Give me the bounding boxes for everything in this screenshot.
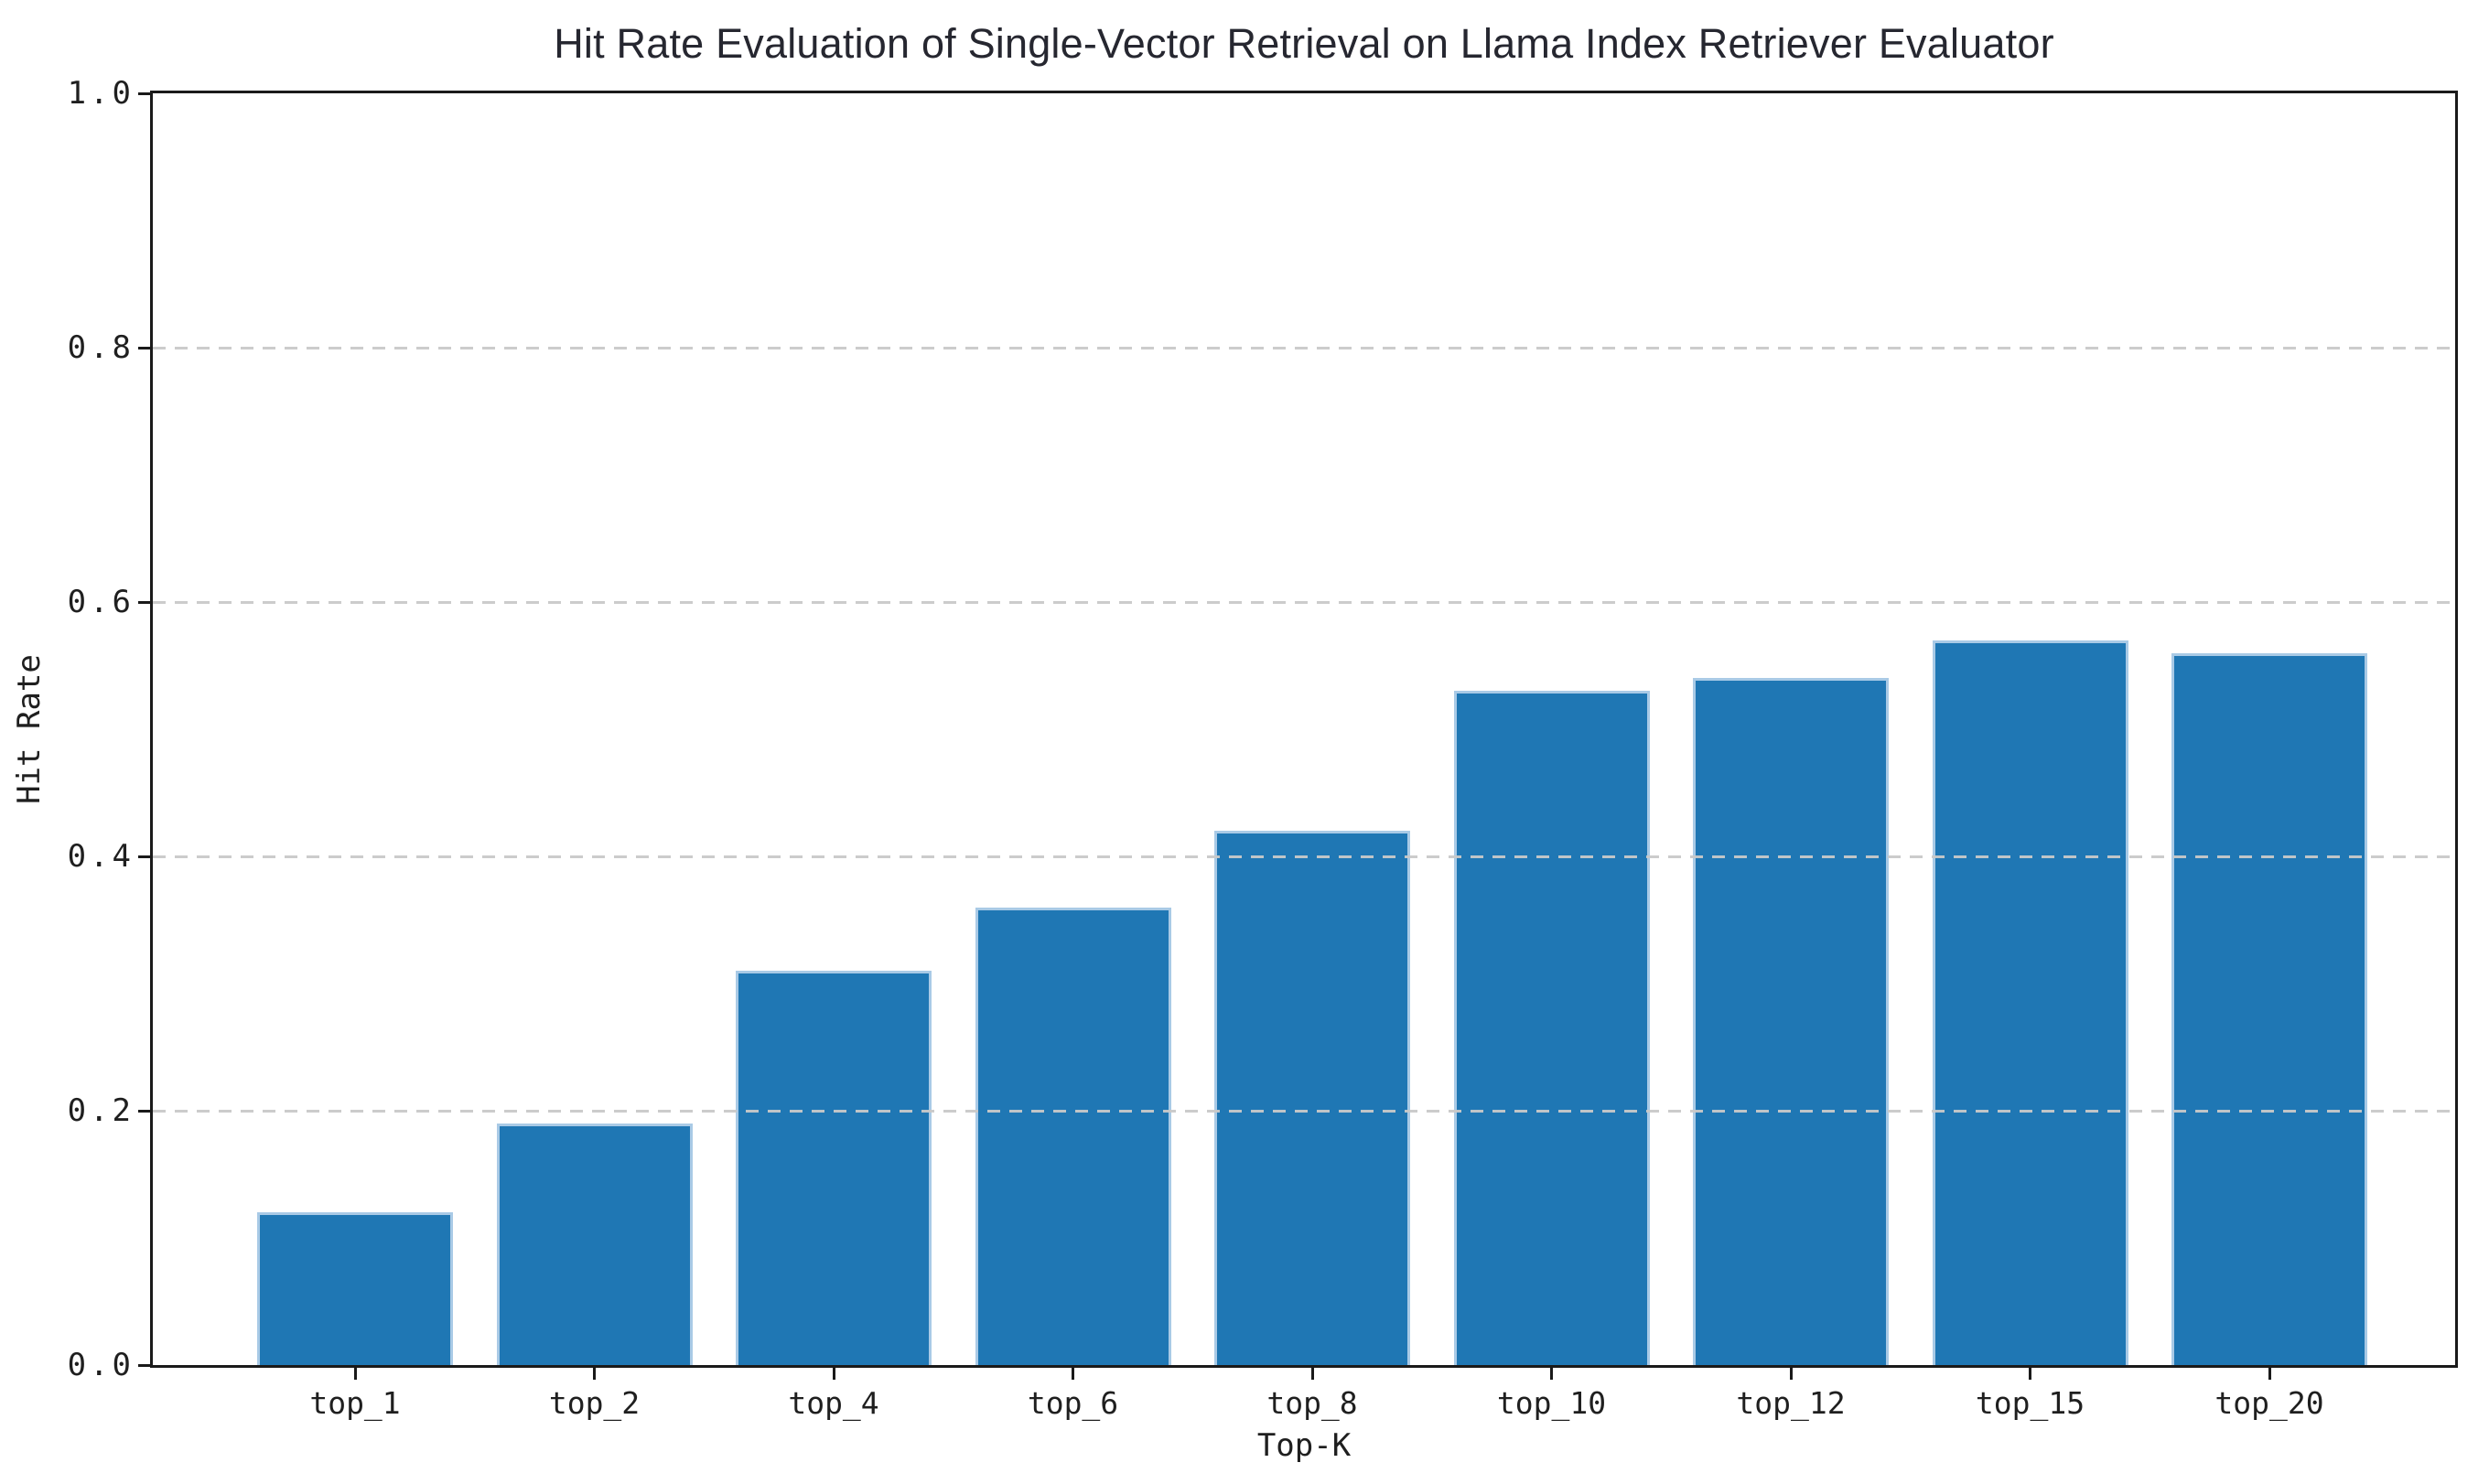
x-axis-label: Top-K bbox=[1256, 1427, 1352, 1464]
gridline-y-0.8 bbox=[153, 346, 2455, 349]
y-tick-mark bbox=[138, 600, 153, 604]
x-tick-label-top_6: top_6 bbox=[1027, 1385, 1119, 1421]
x-tick-label-top_12: top_12 bbox=[1736, 1385, 1846, 1421]
y-tick-mark bbox=[138, 1109, 153, 1113]
x-tick-mark bbox=[2268, 1365, 2271, 1380]
y-tick-mark bbox=[138, 91, 153, 95]
bar-top_6 bbox=[975, 907, 1171, 1365]
y-tick-mark bbox=[138, 1363, 153, 1367]
bar-top_15 bbox=[1932, 640, 2128, 1365]
y-tick-label: 0.0 bbox=[67, 1347, 135, 1383]
x-tick-mark bbox=[1789, 1365, 1793, 1380]
bar-top_10 bbox=[1453, 691, 1650, 1365]
x-tick-mark bbox=[832, 1365, 835, 1380]
y-tick-mark bbox=[138, 855, 153, 858]
x-tick-mark bbox=[353, 1365, 357, 1380]
y-tick-label: 0.6 bbox=[67, 584, 135, 620]
x-tick-label-top_10: top_10 bbox=[1496, 1385, 1607, 1421]
x-tick-mark bbox=[1550, 1365, 1553, 1380]
bar-top_20 bbox=[2171, 652, 2367, 1365]
x-tick-mark bbox=[2029, 1365, 2031, 1380]
y-tick-mark bbox=[138, 346, 153, 349]
x-tick-label-top_2: top_2 bbox=[548, 1385, 641, 1421]
plot-area bbox=[153, 93, 2455, 1365]
x-tick-label-top_1: top_1 bbox=[309, 1385, 401, 1421]
y-tick-label: 1.0 bbox=[67, 75, 135, 112]
y-tick-label: 0.4 bbox=[67, 838, 135, 875]
bar-top_1 bbox=[257, 1212, 453, 1365]
x-tick-mark bbox=[593, 1365, 596, 1380]
x-tick-mark bbox=[1072, 1365, 1074, 1380]
bar-top_8 bbox=[1214, 831, 1410, 1365]
gridline-y-0.4 bbox=[153, 855, 2455, 858]
chart-title: Hit Rate Evaluation of Single-Vector Ret… bbox=[554, 20, 2054, 67]
y-tick-label: 0.8 bbox=[67, 329, 135, 366]
x-tick-mark bbox=[1310, 1365, 1314, 1380]
x-tick-label-top_15: top_15 bbox=[1975, 1385, 2085, 1421]
bar-top_2 bbox=[496, 1123, 693, 1365]
bar-top_4 bbox=[736, 971, 932, 1365]
x-tick-label-top_20: top_20 bbox=[2214, 1385, 2324, 1421]
gridline-y-0.6 bbox=[153, 600, 2455, 604]
x-tick-label-top_8: top_8 bbox=[1266, 1385, 1358, 1421]
y-tick-label: 0.2 bbox=[67, 1092, 135, 1129]
gridline-y-0.2 bbox=[153, 1109, 2455, 1113]
y-axis-label: Hit Rate bbox=[11, 654, 48, 804]
x-tick-label-top_4: top_4 bbox=[788, 1385, 879, 1421]
bar-top_12 bbox=[1693, 678, 1889, 1365]
